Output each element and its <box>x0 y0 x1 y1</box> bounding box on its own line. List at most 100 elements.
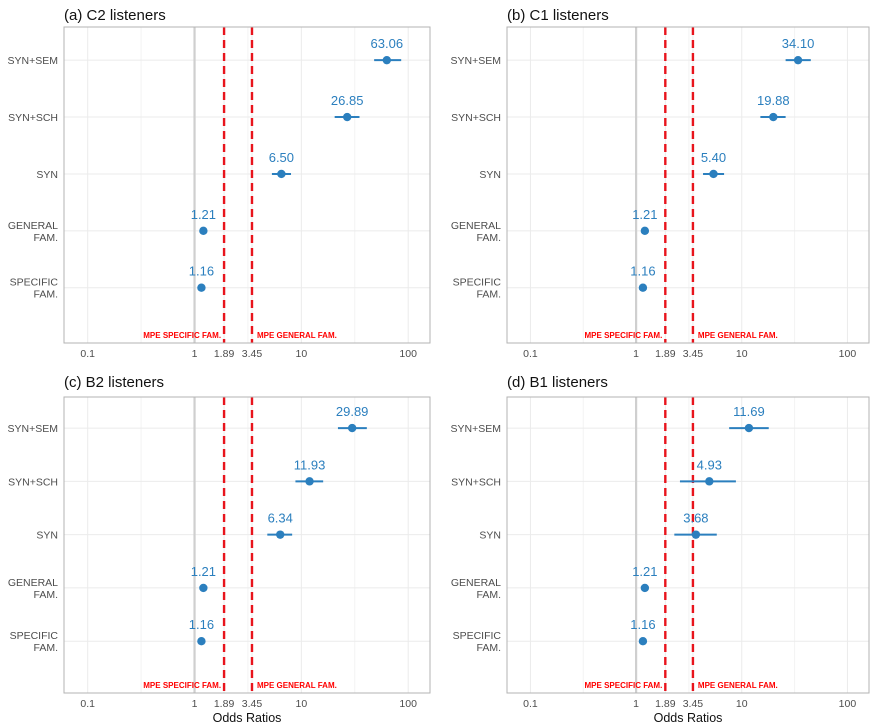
value-label: 29.89 <box>336 404 369 419</box>
value-label: 6.50 <box>269 150 294 165</box>
category-label: SYN <box>479 169 501 181</box>
value-label: 4.93 <box>697 457 722 472</box>
mpe-label: MPE SPECIFIC FAM. <box>585 331 663 340</box>
category-label: FAM. <box>476 642 501 654</box>
category-label: SYN <box>479 530 501 542</box>
data-point <box>199 583 208 593</box>
data-point <box>382 55 392 65</box>
x-tick-label: 1.89 <box>214 698 235 710</box>
data-point <box>342 112 352 122</box>
data-point <box>347 423 357 433</box>
category-label: SYN+SCH <box>451 112 501 124</box>
x-axis-title: Odds Ratios <box>654 711 723 725</box>
x-tick-label: 3.45 <box>242 698 263 710</box>
category-label: SYN+SEM <box>8 423 58 435</box>
x-tick-label: 1.89 <box>214 348 235 360</box>
x-tick-label: 0.1 <box>80 698 95 710</box>
value-label: 1.21 <box>632 564 657 579</box>
category-label: FAM. <box>33 589 58 601</box>
value-label: 34.10 <box>782 36 815 51</box>
value-label: 63.06 <box>371 36 404 51</box>
panel-title: (b) C1 listeners <box>507 7 609 24</box>
data-point <box>276 530 285 539</box>
category-label: SYN+SEM <box>8 55 58 67</box>
data-point <box>277 169 286 179</box>
category-label: FAM. <box>33 289 58 301</box>
x-tick-label: 10 <box>296 698 308 710</box>
category-label: FAM. <box>476 232 501 244</box>
plot-background <box>507 397 869 693</box>
value-label: 1.21 <box>191 564 216 579</box>
x-tick-label: 100 <box>839 348 857 360</box>
data-point <box>199 226 208 236</box>
data-point <box>769 112 778 122</box>
data-point <box>638 637 648 646</box>
panel-1: MPE SPECIFIC FAM. MPE GENERAL FAM. (a) C2 … <box>8 7 431 360</box>
x-tick-label: 10 <box>296 348 308 360</box>
data-point <box>640 583 650 593</box>
plot-background <box>64 397 430 693</box>
x-tick-label: 1 <box>633 348 639 360</box>
x-tick-label: 100 <box>839 698 857 710</box>
data-point <box>640 226 650 236</box>
x-axis-title: Odds Ratios <box>213 711 282 725</box>
panel-title: (c) B2 listeners <box>64 374 164 391</box>
category-label: FAM. <box>476 589 501 601</box>
data-point <box>305 477 314 486</box>
value-label: 19.88 <box>757 93 790 108</box>
x-tick-label: 0.1 <box>523 348 538 360</box>
category-label: GENERAL <box>8 577 58 589</box>
value-label: 1.16 <box>189 264 214 279</box>
category-label: SYN <box>36 530 58 542</box>
panel-title: (d) B1 listeners <box>507 374 608 391</box>
x-tick-label: 3.45 <box>242 348 263 360</box>
data-point <box>793 55 803 65</box>
category-label: SYN+SEM <box>451 423 501 435</box>
mpe-label: MPE GENERAL FAM. <box>257 331 337 340</box>
x-tick-label: 10 <box>736 698 748 710</box>
category-label: SYN+SCH <box>8 476 58 488</box>
data-point <box>197 637 206 646</box>
panel-4: MPE SPECIFIC FAM. MPE GENERAL FAM. (d) B1 … <box>451 374 870 725</box>
data-point <box>705 477 714 486</box>
mpe-label: MPE SPECIFIC FAM. <box>143 331 221 340</box>
value-label: 1.21 <box>632 207 657 222</box>
panel-border <box>506 26 870 344</box>
category-label: SYN <box>36 169 58 181</box>
x-tick-label: 1 <box>192 348 198 360</box>
category-label: SPECIFIC <box>10 277 59 289</box>
value-label: 11.93 <box>294 457 326 472</box>
value-label: 11.69 <box>733 404 765 419</box>
plot-background <box>507 27 869 343</box>
x-tick-label: 3.45 <box>683 348 704 360</box>
x-tick-label: 1 <box>633 698 639 710</box>
value-label: 26.85 <box>331 93 364 108</box>
data-point <box>197 283 206 292</box>
category-label: SYN+SEM <box>451 55 501 67</box>
category-label: GENERAL <box>451 577 501 589</box>
data-point <box>638 283 648 292</box>
data-point <box>691 530 701 539</box>
value-label: 1.16 <box>630 264 655 279</box>
category-label: GENERAL <box>451 220 501 232</box>
value-label: 1.21 <box>191 207 216 222</box>
category-label: FAM. <box>33 232 58 244</box>
mpe-label: MPE GENERAL FAM. <box>698 681 778 690</box>
category-label: SPECIFIC <box>10 630 59 642</box>
category-label: FAM. <box>33 642 58 654</box>
x-tick-label: 0.1 <box>80 348 95 360</box>
value-label: 1.16 <box>189 617 214 632</box>
x-tick-label: 0.1 <box>523 698 538 710</box>
x-tick-label: 1.89 <box>655 698 676 710</box>
category-label: SYN+SCH <box>8 112 58 124</box>
x-tick-label: 100 <box>399 698 417 710</box>
data-point <box>744 423 754 433</box>
mpe-label: MPE SPECIFIC FAM. <box>143 681 221 690</box>
panel-border <box>63 26 431 344</box>
category-label: GENERAL <box>8 220 58 232</box>
panel-2: MPE SPECIFIC FAM. MPE GENERAL FAM. (b) C1 … <box>451 7 870 360</box>
plot-background <box>64 27 430 343</box>
category-label: FAM. <box>476 289 501 301</box>
mpe-label: MPE SPECIFIC FAM. <box>585 681 663 690</box>
